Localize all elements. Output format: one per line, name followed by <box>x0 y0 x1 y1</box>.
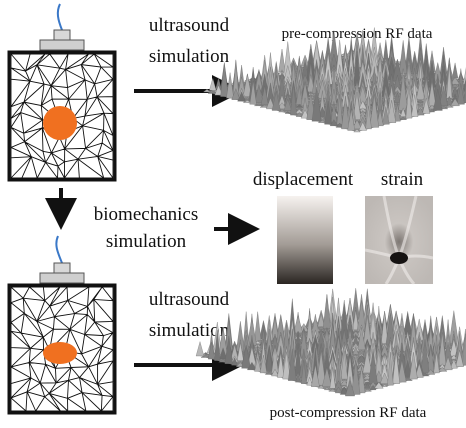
top-transducer-cable <box>58 4 62 30</box>
post-compression-rf-surface <box>196 288 466 396</box>
top-tumor-inclusion <box>43 106 77 140</box>
label-simulation-middle: simulation <box>106 231 187 252</box>
top-transducer <box>40 4 84 50</box>
label-displacement: displacement <box>253 169 354 190</box>
label-strain: strain <box>381 169 424 190</box>
label-post-compression-rf: post-compression RF data <box>270 405 427 421</box>
label-ultrasound-bottom: ultrasound <box>149 289 230 310</box>
label-ultrasound-top: ultrasound <box>149 15 230 36</box>
label-biomechanics: biomechanics <box>94 204 198 225</box>
bottom-tumor-inclusion <box>43 342 77 364</box>
label-simulation-top: simulation <box>149 46 230 67</box>
pre-compression-rf-surface <box>203 28 466 132</box>
bottom-transducer-cable <box>56 236 62 263</box>
bottom-transducer <box>40 236 84 283</box>
strain-map <box>365 196 433 284</box>
displacement-map <box>277 196 333 284</box>
strain-inclusion <box>390 252 408 264</box>
